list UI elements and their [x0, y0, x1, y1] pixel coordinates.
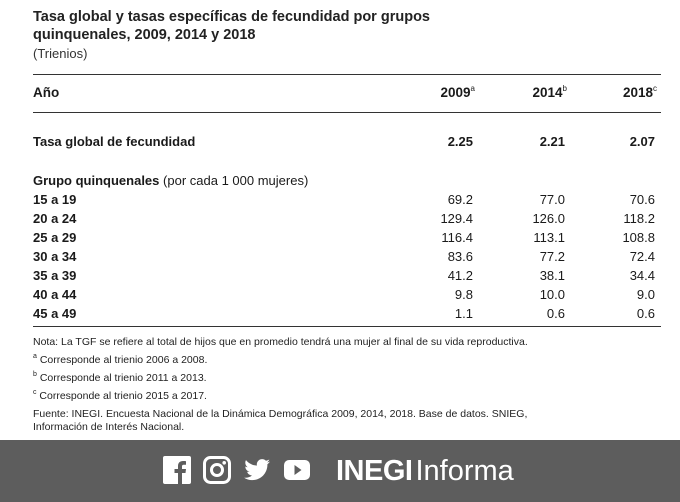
title-line-2: quinquenales, 2009, 2014 y 2018: [33, 27, 256, 43]
row-label: 15 a 19: [33, 192, 77, 207]
cell-2018: 9.0: [636, 287, 655, 302]
table-row: 15 a 19 69.2 77.0 70.6: [33, 191, 661, 209]
cell-2009: 129.4: [440, 211, 473, 226]
cell-2009: 9.8: [454, 287, 473, 302]
row-label: 20 a 24: [33, 211, 77, 226]
header-row: Año 2009a 2014b 2018c: [33, 84, 661, 102]
table-row: 25 a 29 116.4 113.1 108.8: [33, 229, 661, 247]
cell-2009: 41.2: [447, 268, 473, 283]
cell-2009: 69.2: [447, 192, 473, 207]
cell-2014: 38.1: [539, 268, 565, 283]
cell-2009: 83.6: [447, 249, 473, 264]
cell-2018: 0.6: [636, 306, 655, 321]
source-line-2: Información de Interés Nacional.: [33, 421, 185, 433]
cell-2018: 118.2: [623, 211, 655, 226]
header-label: Año: [33, 85, 60, 100]
header-year-2009: 2009a: [440, 84, 476, 101]
row-label: 25 a 29: [33, 230, 77, 245]
top-rule: [33, 74, 661, 75]
cell-2014: 77.0: [539, 192, 565, 207]
cell-2009: 116.4: [441, 230, 473, 245]
youtube-icon[interactable]: [283, 456, 311, 484]
table-row: 40 a 44 9.8 10.0 9.0: [33, 286, 661, 304]
twitter-icon[interactable]: [243, 456, 271, 484]
table-row: 20 a 24 129.4 126.0 118.2: [33, 210, 661, 228]
note-main: Nota: La TGF se refiere al total de hijo…: [33, 336, 528, 348]
inegi-informa-logo: INEGI Informa: [336, 455, 514, 487]
group-heading-row: Grupo quinquenales (por cada 1 000 mujer…: [33, 172, 661, 190]
tgf-label: Tasa global de fecundidad: [33, 134, 196, 149]
tgf-2018: 2.07: [629, 134, 655, 149]
tgf-2014: 2.21: [539, 134, 565, 149]
row-label: 35 a 39: [33, 268, 77, 283]
header-year-2014: 2014b: [532, 84, 568, 101]
table-title: Tasa global y tasas específicas de fecun…: [33, 8, 430, 44]
tgf-row: Tasa global de fecundidad 2.25 2.21 2.07: [33, 133, 661, 151]
cell-2018: 34.4: [629, 268, 655, 283]
row-label: 30 a 34: [33, 249, 77, 264]
cell-2018: 70.6: [629, 192, 655, 207]
note-c: c Corresponde al trienio 2015 a 2017.: [33, 389, 207, 402]
note-b: b Corresponde al trienio 2011 a 2013.: [33, 371, 207, 384]
row-label: 40 a 44: [33, 287, 77, 302]
table-subtitle: (Trienios): [33, 46, 88, 61]
title-line-1: Tasa global y tasas específicas de fecun…: [33, 9, 430, 25]
cell-2014: 77.2: [539, 249, 565, 264]
social-icons: [163, 456, 311, 486]
table-row: 30 a 34 83.6 77.2 72.4: [33, 248, 661, 266]
cell-2018: 108.8: [622, 230, 655, 245]
header-rule: [33, 112, 661, 113]
group-heading: Grupo quinquenales (por cada 1 000 mujer…: [33, 173, 309, 188]
notes: Nota: La TGF se refiere al total de hijo…: [33, 336, 673, 434]
footer-bar: INEGI Informa: [0, 440, 680, 502]
cell-2018: 72.4: [629, 249, 655, 264]
cell-2014: 113.1: [533, 230, 565, 245]
document: Tasa global y tasas específicas de fecun…: [33, 8, 673, 434]
cell-2014: 0.6: [546, 306, 565, 321]
instagram-icon[interactable]: [203, 456, 231, 484]
source-line-1: Fuente: INEGI. Encuesta Nacional de la D…: [33, 408, 528, 420]
bottom-rule: [33, 326, 661, 327]
cell-2014: 126.0: [532, 211, 565, 226]
tgf-2009: 2.25: [447, 134, 473, 149]
note-a: a Corresponde al trienio 2006 a 2008.: [33, 353, 208, 366]
facebook-icon[interactable]: [163, 456, 191, 484]
cell-2014: 10.0: [539, 287, 565, 302]
row-label: 45 a 49: [33, 306, 77, 321]
table-row: 35 a 39 41.2 38.1 34.4: [33, 267, 661, 285]
header-year-2018: 2018c: [622, 84, 657, 101]
table-row: 45 a 49 1.1 0.6 0.6: [33, 305, 661, 323]
cell-2009: 1.1: [454, 306, 473, 321]
